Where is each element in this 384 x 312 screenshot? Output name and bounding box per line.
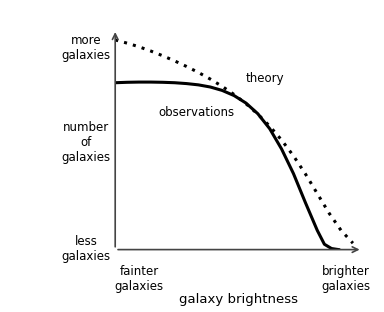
Text: more
galaxies: more galaxies <box>61 33 111 61</box>
Text: number
of
galaxies: number of galaxies <box>61 121 111 164</box>
Text: brighter
galaxies: brighter galaxies <box>321 265 370 293</box>
Text: fainter
galaxies: fainter galaxies <box>114 265 164 293</box>
Text: theory: theory <box>246 72 285 85</box>
Text: galaxy brightness: galaxy brightness <box>179 293 298 306</box>
Text: less
galaxies: less galaxies <box>61 235 111 263</box>
Text: observations: observations <box>158 106 234 119</box>
